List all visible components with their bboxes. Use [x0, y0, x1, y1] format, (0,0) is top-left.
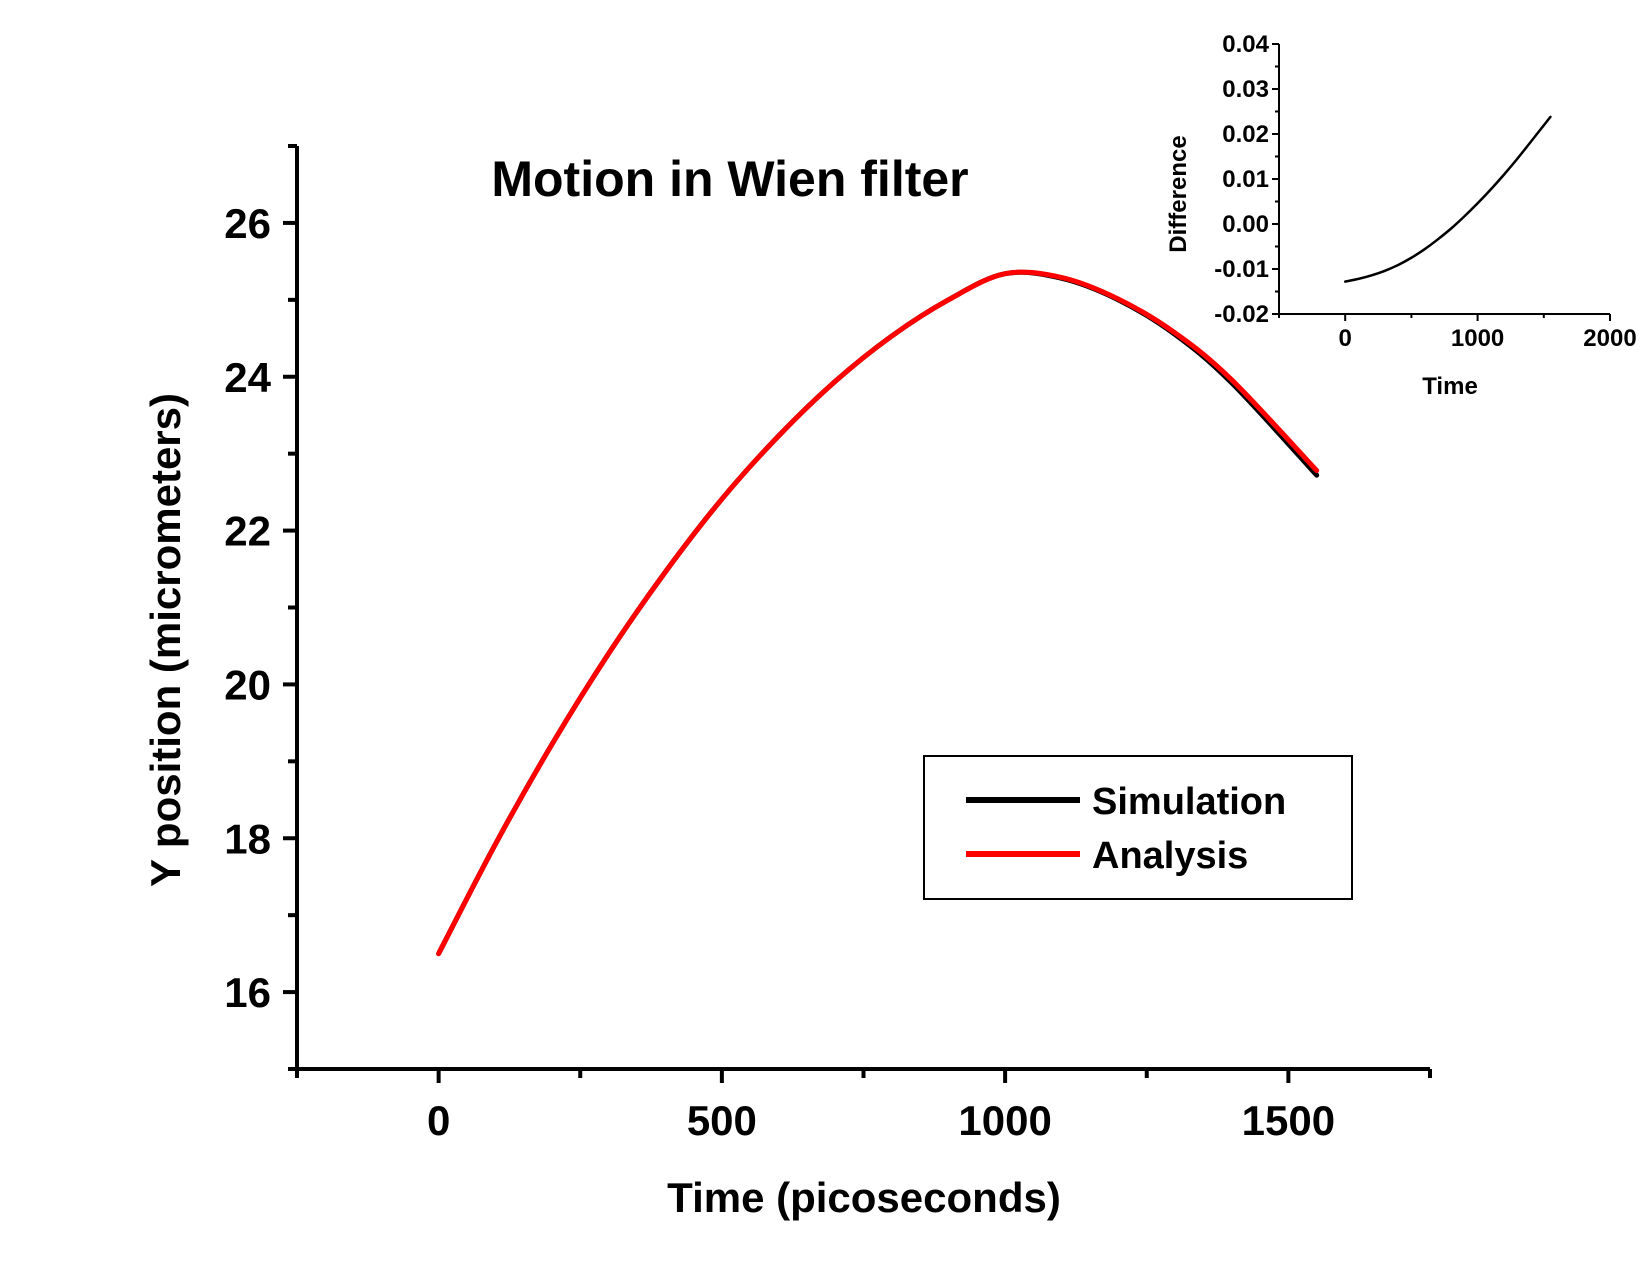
inset-y-tick-label: -0.01 — [1214, 256, 1269, 283]
y-tick-label: 20 — [224, 661, 271, 708]
legend-box — [923, 755, 1353, 900]
inset-y-axis-label: Difference — [1165, 135, 1192, 252]
inset-y-tick-label: 0.03 — [1222, 76, 1269, 103]
x-tick-label: 1000 — [958, 1097, 1051, 1144]
legend-label-analysis: Analysis — [1092, 835, 1248, 877]
inset-x-tick-label: 0 — [1339, 325, 1352, 352]
y-tick-label: 24 — [224, 354, 271, 401]
y-axis-label: Y position (micrometers) — [142, 393, 189, 887]
inset-y-tick-label: 0.00 — [1222, 211, 1269, 238]
inset-chart: 0 1000 2000-0.02-0.010.000.010.020.030.04 … — [1165, 31, 1637, 400]
inset-series-line-0 — [1343, 115, 1552, 283]
inset-plot-area — [1343, 115, 1552, 283]
inset-x-tick-label: 2000 — [1583, 325, 1636, 352]
inset-y-tick-label: -0.02 — [1214, 301, 1269, 328]
x-tick-label: 1500 — [1242, 1097, 1335, 1144]
inset-x-tick-label: 1000 — [1451, 325, 1504, 352]
y-tick-label: 16 — [224, 969, 271, 1016]
main-plot-area — [436, 269, 1320, 957]
legend-label-simulation: Simulation — [1092, 781, 1286, 823]
inset-y-tick-label: 0.01 — [1222, 166, 1269, 193]
y-tick-label: 26 — [224, 200, 271, 247]
x-axis-label: Time (picoseconds) — [667, 1174, 1061, 1221]
y-tick-label: 22 — [224, 508, 271, 555]
inset-x-axis-label: Time — [1422, 373, 1478, 400]
main-chart: Motion in Wien filter 0 500 1000 1500 16 18 20… — [142, 144, 1432, 1221]
inset-y-tick-label: 0.02 — [1222, 121, 1269, 148]
x-tick-label: 500 — [687, 1097, 757, 1144]
x-tick-label: 0 — [427, 1097, 450, 1144]
y-tick-label: 18 — [224, 815, 271, 862]
inset-axes: 0 1000 2000 -0.02 -0.01 0.00 0.01 0.02 0.03 0.04 — [1214, 31, 1636, 352]
series-line-analysis — [436, 269, 1320, 957]
inset-y-tick-label: 0.04 — [1222, 31, 1269, 58]
legend: Simulation Analysis — [923, 755, 1353, 900]
main-axes: 0 500 1000 1500 16 18 20 22 24 26 — [224, 144, 1432, 1144]
chart-title: Motion in Wien filter — [491, 151, 968, 207]
